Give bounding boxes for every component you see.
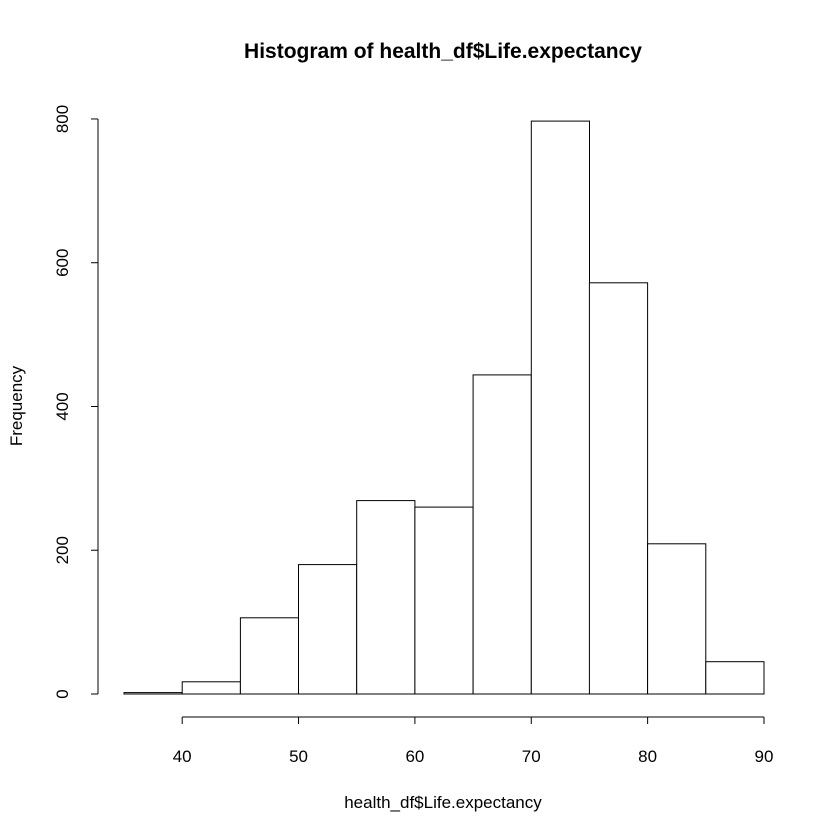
y-tick-label: 0 [53, 689, 72, 698]
y-axis-label: Frequency [7, 365, 26, 446]
histogram-bar-6 [414, 506, 474, 695]
histogram-bar-8 [530, 120, 590, 695]
x-tick-label: 40 [173, 747, 192, 766]
y-tick-label: 600 [53, 249, 72, 277]
y-tick-label: 800 [53, 105, 72, 133]
x-axis: 40 50 60 70 80 90 [173, 716, 774, 766]
histogram-bar-11 [705, 661, 765, 695]
histogram-bar-5 [356, 500, 416, 695]
y-tick-label: 400 [53, 392, 72, 420]
histogram-bar-9 [588, 282, 649, 695]
bars-group [123, 120, 765, 695]
histogram-bar-4 [298, 564, 358, 695]
y-tick-label: 200 [53, 536, 72, 564]
x-axis-label: health_df$Life.expectancy [344, 793, 542, 812]
histogram-bar-3 [239, 617, 300, 695]
histogram-bar-2 [181, 681, 241, 695]
x-tick-label: 50 [289, 747, 308, 766]
histogram-bar-1 [123, 692, 183, 695]
chart-title: Histogram of health_df$Life.expectancy [244, 40, 642, 63]
histogram-bar-10 [647, 543, 707, 695]
x-tick-label: 90 [755, 747, 774, 766]
histogram-bar-7 [472, 374, 532, 695]
y-axis: 0 200 400 600 800 [53, 105, 99, 699]
x-tick-label: 60 [405, 747, 424, 766]
x-tick-label: 80 [638, 747, 657, 766]
x-tick-label: 70 [522, 747, 541, 766]
